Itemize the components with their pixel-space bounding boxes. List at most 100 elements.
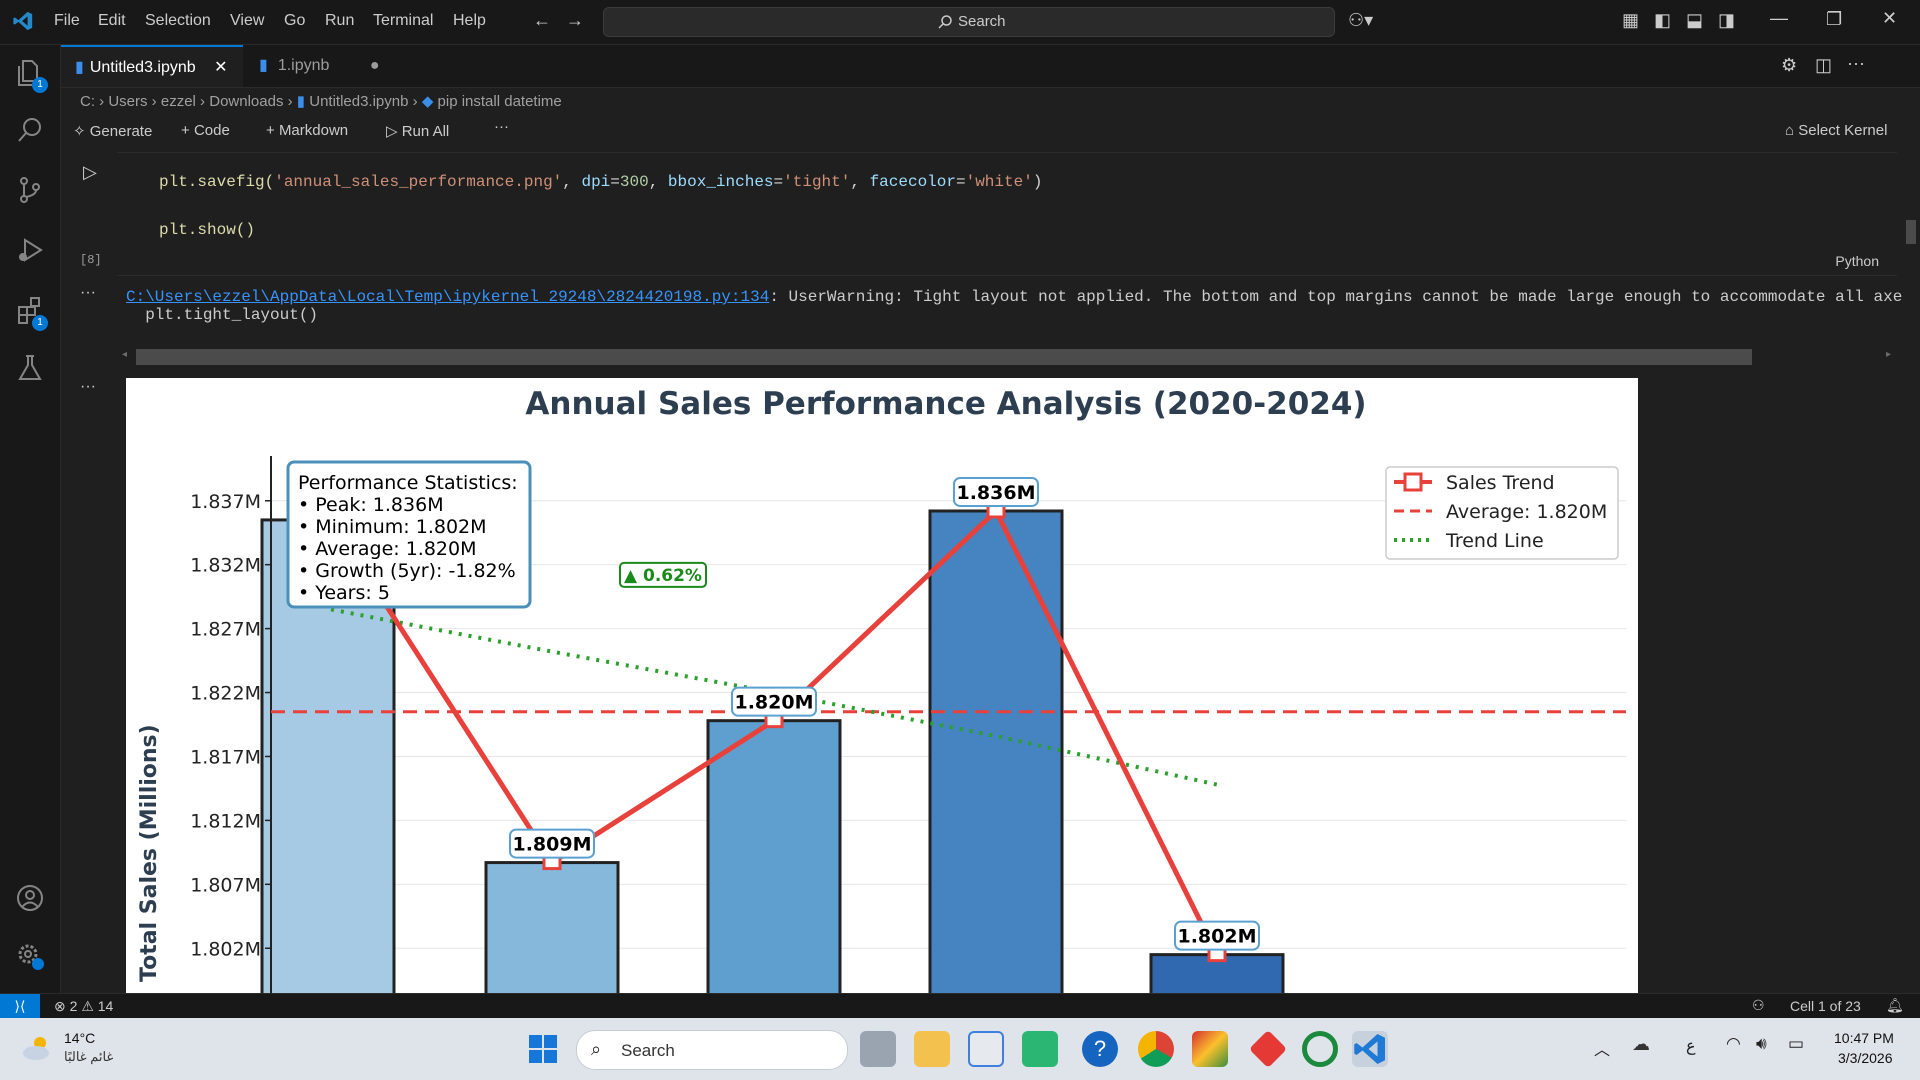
toggle-primary-sidebar-icon[interactable]: ◧	[1654, 10, 1672, 30]
code-token: plt.savefig(	[159, 173, 275, 191]
search-placeholder: Search	[958, 13, 1006, 30]
legend-sales-label: Sales Trend	[1446, 472, 1555, 494]
breadcrumb-item[interactable]: Untitled3.ipynb	[309, 93, 409, 110]
run-debug-icon[interactable]	[12, 235, 48, 271]
notebook-settings-gear-icon[interactable]: ⚙	[1781, 55, 1798, 75]
add-code-button[interactable]: + Code	[181, 122, 230, 139]
generate-button[interactable]: ✧ Generate	[73, 122, 152, 140]
tab-1-ipynb[interactable]: ▮ 1.ipynb ●	[245, 45, 447, 87]
scroll-left-icon[interactable]: ◂	[122, 349, 128, 360]
menu-go[interactable]: Go	[284, 12, 306, 29]
warning-file-link[interactable]: C:\Users\ezzel\AppData\Local\Temp\ipyker…	[126, 288, 770, 306]
editor-scrollbar[interactable]	[1906, 220, 1916, 244]
taskbar-search-box[interactable]: ⌕ Search	[576, 1030, 848, 1070]
back-arrow-icon[interactable]: ←	[533, 10, 551, 30]
bar-value-label: 1.802M	[1177, 926, 1256, 948]
change-annotation-box	[619, 561, 707, 588]
source-control-icon[interactable]	[12, 175, 48, 211]
change-annotation-label: ▲ 0.62%	[624, 566, 702, 586]
clock-date[interactable]: 3/3/2026	[1838, 1050, 1893, 1066]
output-more-icon[interactable]: ···	[80, 378, 96, 395]
add-markdown-button[interactable]: + Markdown	[266, 122, 348, 139]
output-more-icon[interactable]: ···	[80, 284, 96, 301]
cell-language[interactable]: Python	[1835, 253, 1879, 269]
warning-output: C:\Users\ezzel\AppData\Local\Temp\ipyker…	[126, 288, 1902, 324]
copilot-status-icon[interactable]: ⚇	[1752, 997, 1765, 1013]
search-sidebar-icon[interactable]	[12, 115, 48, 151]
accounts-icon[interactable]	[12, 883, 48, 919]
toggle-secondary-sidebar-icon[interactable]: ◨	[1718, 10, 1736, 30]
menu-help[interactable]: Help	[453, 12, 486, 29]
menu-selection[interactable]: Selection	[145, 12, 211, 29]
warning-icon: ⚠	[81, 998, 94, 1014]
task-view-icon[interactable]	[860, 1031, 896, 1067]
copilot-icon[interactable]: ⚇▾	[1348, 10, 1374, 30]
explorer-icon[interactable]: 1	[12, 57, 48, 93]
split-editor-icon[interactable]: ◫	[1815, 55, 1833, 75]
toggle-panel-icon[interactable]: ⬓	[1686, 10, 1704, 30]
onedrive-cloud-icon[interactable]: ☁	[1632, 1034, 1650, 1054]
clock-time[interactable]: 10:47 PM	[1834, 1030, 1894, 1046]
help-icon[interactable]: ?	[1082, 1031, 1118, 1067]
notifications-bell-icon[interactable]: 🔔︎	[1886, 997, 1904, 1013]
bar-label-box	[731, 686, 817, 717]
close-window-icon[interactable]: ✕	[1882, 8, 1898, 28]
code-token: bbox_inches	[667, 173, 774, 191]
plus-icon: +	[181, 122, 190, 139]
cell-indicator[interactable]: Cell 1 of 23	[1790, 998, 1861, 1014]
menu-terminal[interactable]: Terminal	[373, 12, 434, 29]
forward-arrow-icon[interactable]: →	[566, 10, 584, 30]
y-tick-label: 1.817M	[190, 746, 261, 768]
testing-flask-icon[interactable]	[12, 353, 48, 389]
code-token: ,	[648, 173, 668, 191]
menu-view[interactable]: View	[230, 12, 265, 29]
edge-browser-icon[interactable]	[1022, 1031, 1058, 1067]
stats-line: • Average: 1.820M	[298, 538, 477, 560]
breadcrumb-item[interactable]: Downloads	[209, 93, 284, 110]
chrome-icon[interactable]	[1138, 1031, 1174, 1067]
breadcrumb-item[interactable]: C:	[80, 93, 95, 110]
breadcrumb-item[interactable]: Users	[108, 93, 148, 110]
minimize-icon[interactable]: —	[1770, 8, 1788, 28]
winrar-icon[interactable]	[1192, 1031, 1228, 1067]
battery-icon[interactable]: ▭	[1788, 1034, 1805, 1053]
command-search-box[interactable]: Search	[603, 7, 1335, 37]
windows-start-icon[interactable]	[529, 1035, 557, 1063]
y-tick-label: 1.837M	[190, 491, 261, 513]
app-ring-icon[interactable]	[1302, 1031, 1338, 1067]
file-explorer-icon[interactable]	[914, 1031, 950, 1067]
volume-icon[interactable]: 🔊︎	[1756, 1034, 1767, 1053]
menu-edit[interactable]: Edit	[98, 12, 126, 29]
menu-run[interactable]: Run	[325, 12, 355, 29]
close-tab-icon[interactable]: ✕	[214, 59, 228, 76]
customize-layout-icon[interactable]: ▦	[1622, 10, 1640, 30]
anydesk-icon[interactable]	[1248, 1029, 1288, 1069]
breadcrumb-item[interactable]: pip install datetime	[437, 93, 562, 110]
menu-file[interactable]: File	[54, 12, 80, 29]
input-language[interactable]: ع	[1686, 1038, 1696, 1055]
restore-icon[interactable]: ❐	[1826, 9, 1843, 29]
manage-gear-icon[interactable]	[12, 941, 48, 977]
breadcrumb-item[interactable]: ezzel	[160, 93, 196, 110]
run-cell-icon[interactable]: ▷	[83, 162, 97, 182]
output-horizontal-scrollbar[interactable]	[136, 349, 1752, 365]
remote-indicator-icon[interactable]: ⟩⟨	[0, 994, 40, 1018]
toolbar-more-icon[interactable]: ···	[494, 118, 509, 135]
more-actions-icon[interactable]: ···	[1847, 53, 1865, 73]
wifi-icon[interactable]: ◠	[1726, 1034, 1741, 1053]
stats-title: Performance Statistics:	[298, 472, 518, 494]
weather-cloud-icon[interactable]	[20, 1034, 56, 1062]
show-hidden-icons-chevron-icon[interactable]: ︿	[1594, 1042, 1611, 1059]
store-icon[interactable]	[968, 1031, 1004, 1067]
scroll-right-icon[interactable]: ▸	[1886, 349, 1892, 360]
weather-temp: 14°C	[64, 1030, 96, 1046]
run-all-button[interactable]: ▷ Run All	[386, 122, 449, 140]
vscode-taskbar-icon[interactable]	[1352, 1031, 1388, 1067]
problems-indicator[interactable]: ⊗ 2 ⚠ 14	[54, 998, 113, 1015]
code-cell[interactable]: plt.savefig('annual_sales_performance.pn…	[117, 152, 1897, 276]
stats-line: • Minimum: 1.802M	[298, 516, 487, 538]
tab-untitled3[interactable]: ▮ Untitled3.ipynb ✕	[61, 45, 243, 87]
y-tick-label: 1.832M	[190, 555, 261, 577]
select-kernel-button[interactable]: ⌂ Select Kernel	[1785, 122, 1887, 139]
extensions-icon[interactable]: 1	[12, 295, 48, 331]
